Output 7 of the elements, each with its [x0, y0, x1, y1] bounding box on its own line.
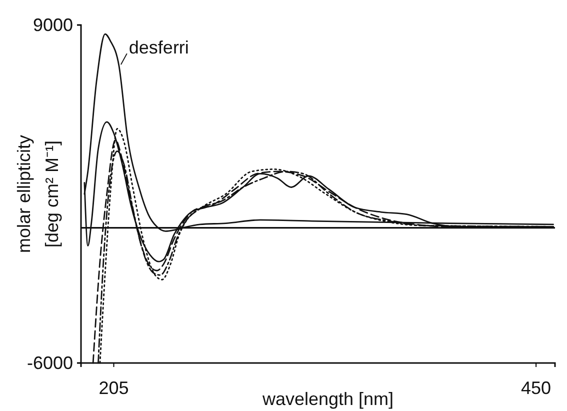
x-tick-label: 205 [98, 378, 129, 398]
y-tick-label: -6000 [26, 352, 73, 373]
legend-label: desferri [128, 38, 189, 58]
y-axis-title: molar ellipticity [deg cm² M⁻¹] [14, 134, 62, 254]
y-tick-label: 9000 [32, 14, 73, 35]
x-tick-label: 450 [521, 378, 552, 398]
x-axis-title: wavelength [nm] [261, 389, 394, 409]
